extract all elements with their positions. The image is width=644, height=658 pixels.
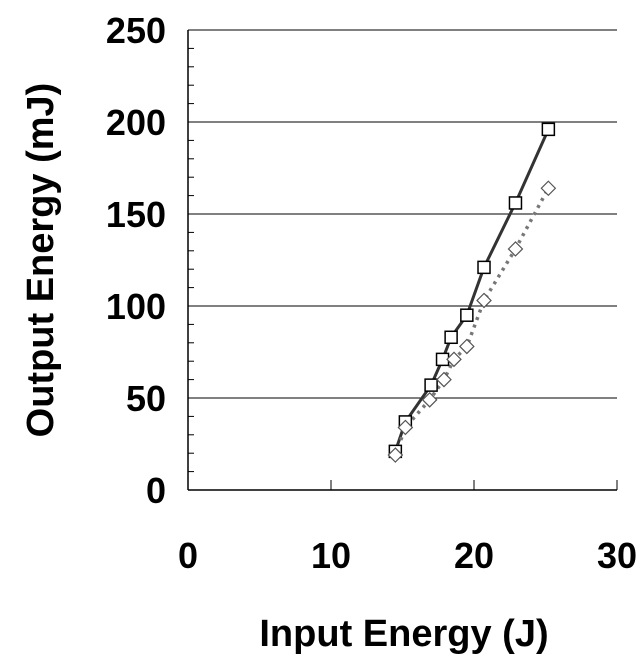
data-markers — [387, 122, 557, 463]
y-tick-label: 200 — [106, 102, 166, 143]
square-marker — [508, 196, 523, 210]
diamond-marker — [507, 241, 524, 257]
square-marker — [541, 122, 556, 137]
diamond-marker — [421, 391, 438, 408]
series-line-1 — [393, 128, 550, 452]
y-axis-title: Output Energy (mJ) — [20, 83, 62, 438]
axes — [187, 30, 618, 491]
y-tick-label: 50 — [126, 378, 166, 419]
square-marker — [477, 260, 491, 275]
y-tick-label: 0 — [146, 470, 166, 511]
diamond-marker — [476, 292, 492, 309]
diamond-marker — [459, 338, 475, 355]
diamond-marker — [387, 447, 404, 463]
diamond-marker — [436, 371, 452, 388]
y-tick-label: 100 — [106, 286, 166, 327]
diamond-marker — [446, 351, 462, 368]
y-tick-label: 250 — [106, 10, 166, 51]
diamond-marker — [540, 180, 557, 197]
x-axis-title: Input Energy (J) — [259, 613, 548, 655]
diamond-marker — [397, 419, 414, 436]
gridlines — [188, 29, 617, 399]
square-marker — [424, 378, 438, 392]
square-marker — [460, 308, 474, 322]
x-tick-label: 30 — [597, 535, 637, 576]
square-marker — [444, 330, 458, 345]
x-tick-label: 0 — [178, 535, 198, 576]
series-lines — [393, 128, 550, 456]
x-tick-label: 20 — [454, 535, 494, 576]
tick-labels: 0 50 100 150 200 250 0 10 20 30 — [106, 10, 637, 576]
x-tick-label: 10 — [311, 535, 351, 576]
y-tick-label: 150 — [106, 194, 166, 235]
